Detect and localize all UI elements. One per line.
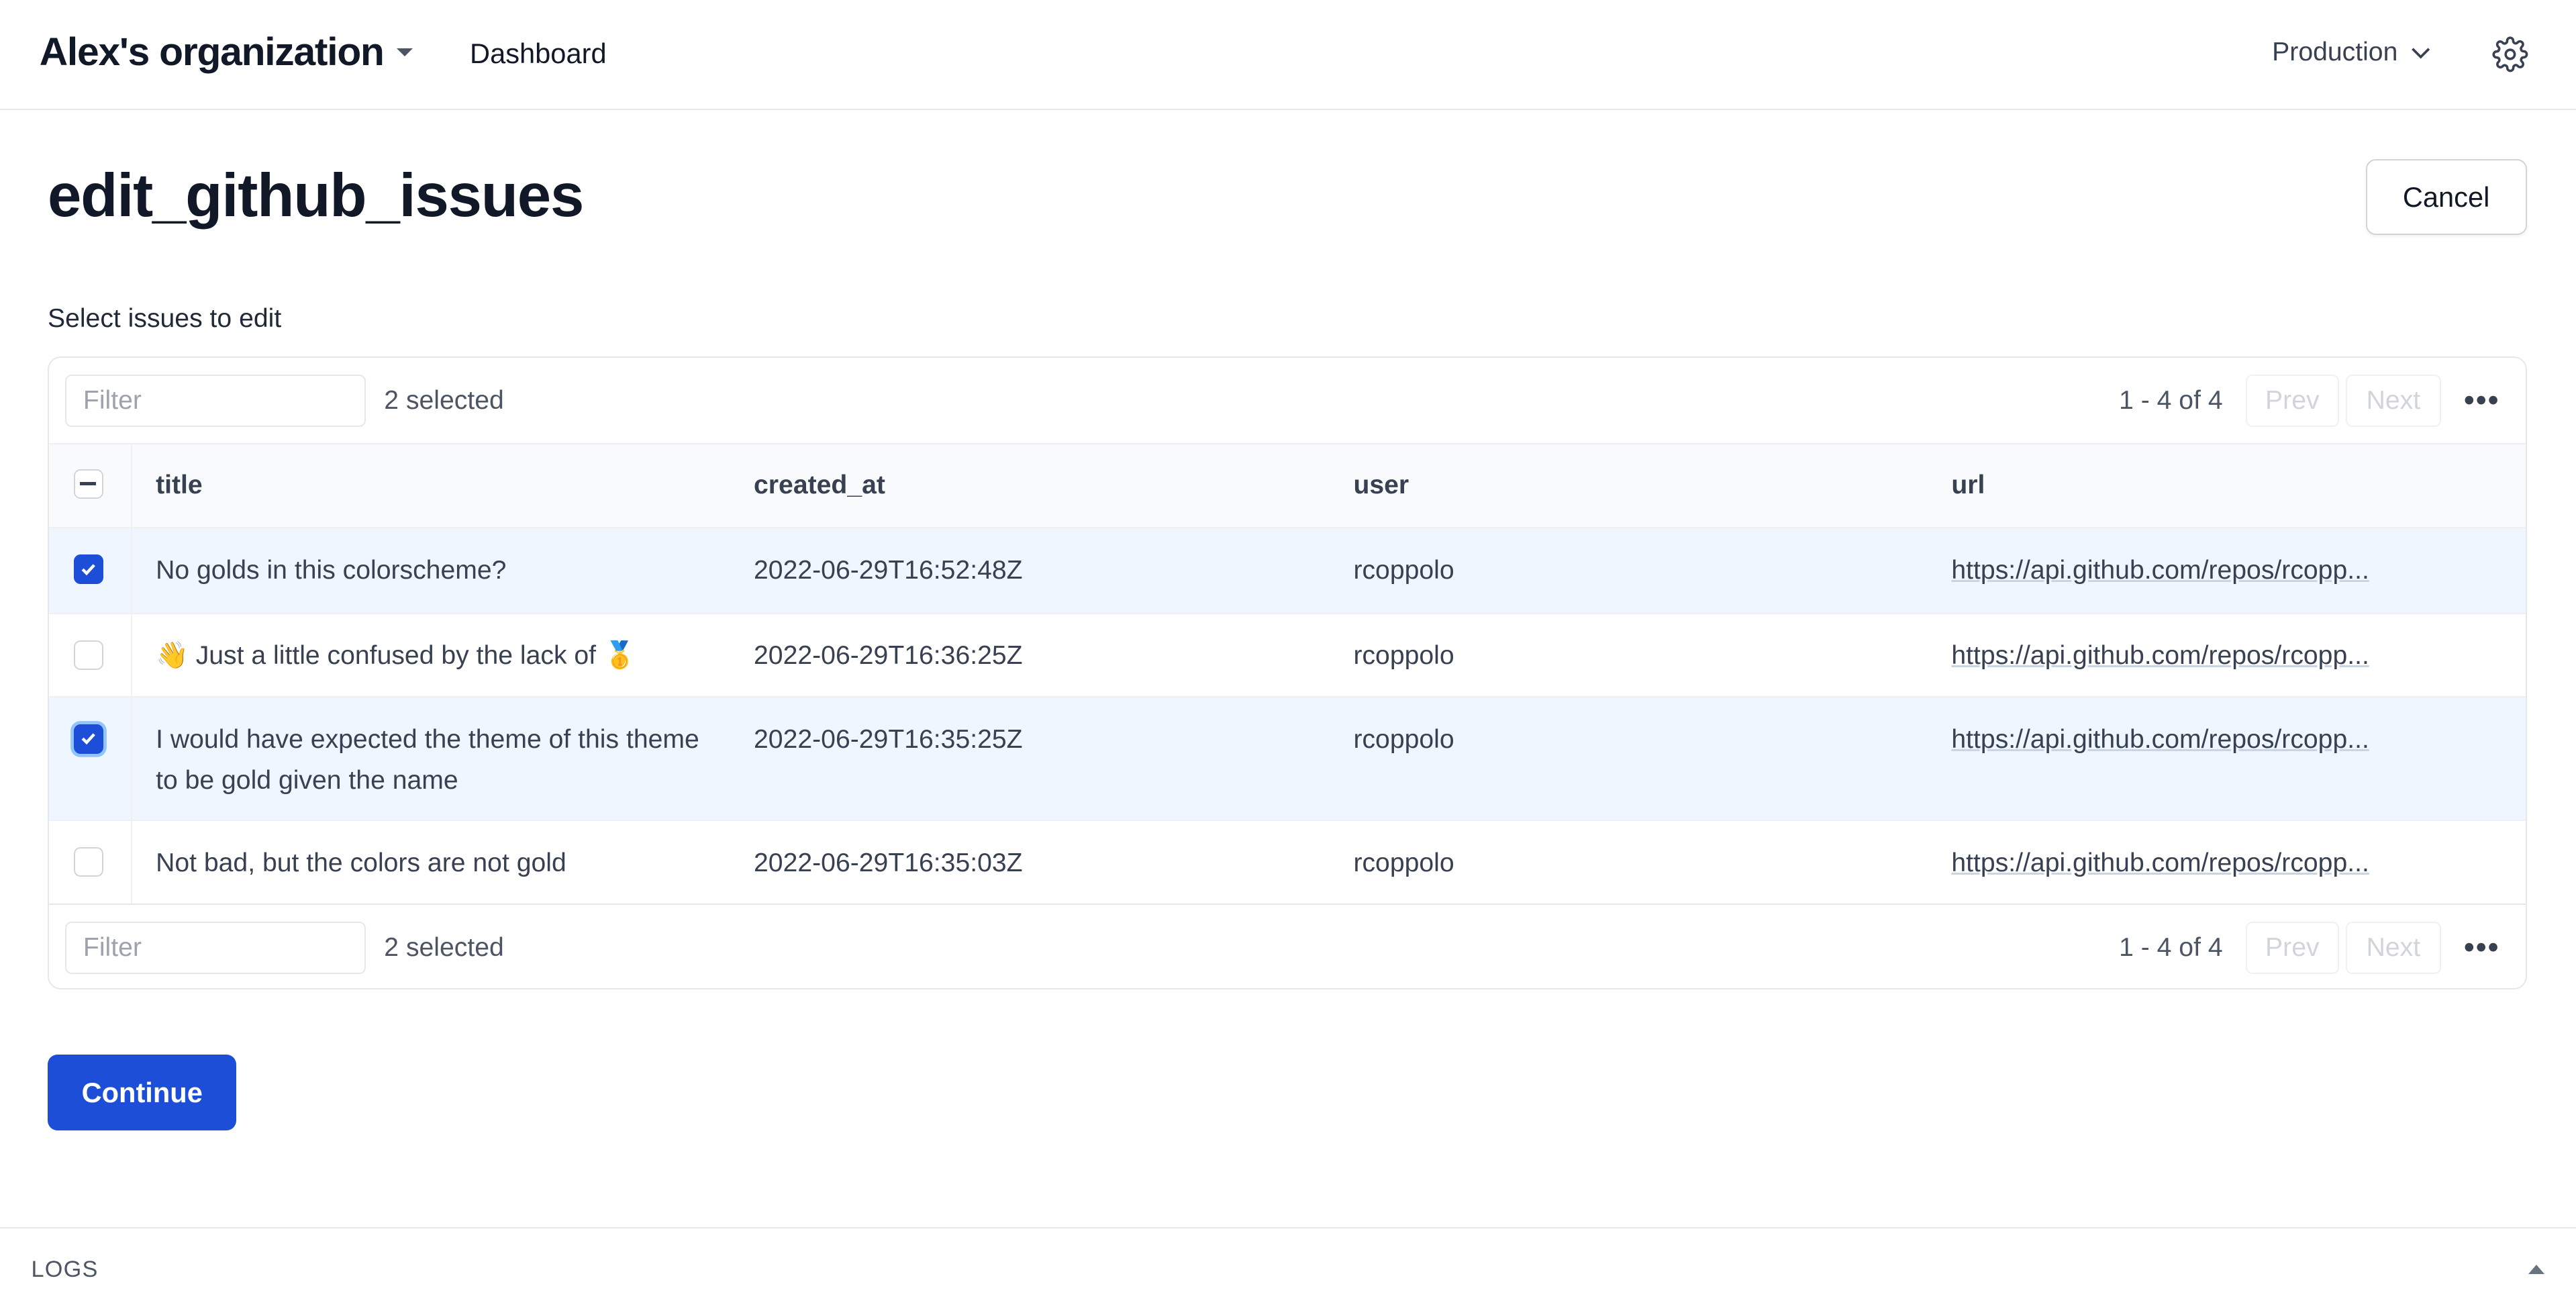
cell-url-link[interactable]: https://api.github.com/repos/rcopp...: [1951, 848, 2369, 877]
nav-dashboard[interactable]: Dashboard: [470, 38, 607, 70]
page-range: 1 - 4 of 4: [2119, 385, 2223, 415]
cell-title: I would have expected the theme of this …: [156, 725, 699, 795]
table-header-row: title created_at user url: [48, 443, 2526, 528]
top-bar: Alex's organization Dashboard Production: [0, 0, 2576, 110]
cell-title: Not bad, but the colors are not gold: [156, 848, 566, 877]
prev-button[interactable]: Prev: [2245, 921, 2340, 974]
table-row[interactable]: 👋 Just a little confused by the lack of …: [48, 612, 2526, 697]
continue-button[interactable]: Continue: [47, 1055, 237, 1131]
column-header-title[interactable]: title: [156, 470, 203, 499]
table-row[interactable]: I would have expected the theme of this …: [48, 696, 2526, 820]
cell-created-at: 2022-06-29T16:52:48Z: [754, 556, 1023, 585]
logs-label: LOGS: [31, 1257, 99, 1283]
column-header-created_at[interactable]: created_at: [754, 470, 885, 499]
cell-title: No golds in this colorscheme?: [156, 556, 507, 585]
cell-url-link[interactable]: https://api.github.com/repos/rcopp...: [1951, 725, 2369, 755]
logs-panel[interactable]: LOGS: [0, 1227, 2576, 1310]
row-checkbox[interactable]: [73, 724, 103, 754]
cell-created-at: 2022-06-29T16:36:25Z: [754, 641, 1023, 671]
page-range: 1 - 4 of 4: [2119, 932, 2223, 962]
selected-count: 2 selected: [384, 385, 504, 415]
selected-count: 2 selected: [384, 932, 504, 962]
cell-url-link[interactable]: https://api.github.com/repos/rcopp...: [1951, 641, 2369, 671]
page-title: edit_github_issues: [47, 161, 584, 230]
cell-title: 👋 Just a little confused by the lack of …: [156, 641, 636, 671]
table-label: Select issues to edit: [47, 303, 282, 333]
filter-placeholder: Filter: [83, 385, 142, 415]
prev-button[interactable]: Prev: [2245, 374, 2340, 427]
row-checkbox[interactable]: [73, 640, 103, 670]
caret-up-icon[interactable]: [2528, 1265, 2544, 1275]
environment-label: Production: [2272, 38, 2398, 67]
filter-placeholder: Filter: [83, 932, 142, 962]
more-options-icon[interactable]: •••: [2464, 931, 2500, 965]
cancel-button[interactable]: Cancel: [2365, 159, 2527, 236]
environment-select[interactable]: Production: [2272, 38, 2430, 67]
table-row[interactable]: Not bad, but the colors are not gold 202…: [48, 819, 2526, 904]
caret-down-icon: [397, 48, 413, 56]
filter-input[interactable]: Filter: [65, 374, 366, 427]
row-checkbox[interactable]: [73, 847, 103, 877]
table-row[interactable]: No golds in this colorscheme? 2022-06-29…: [48, 527, 2526, 613]
next-button[interactable]: Next: [2345, 921, 2441, 974]
cell-url-link[interactable]: https://api.github.com/repos/rcopp...: [1951, 556, 2369, 585]
org-name: Alex's organization: [39, 30, 385, 75]
gear-icon[interactable]: [2492, 36, 2528, 72]
bottom-toolbar: Filter 2 selected 1 - 4 of 4 Prev Next •…: [48, 905, 2526, 988]
chevron-down-icon: [2412, 47, 2430, 59]
filter-input[interactable]: Filter: [65, 921, 366, 974]
column-header-user[interactable]: user: [1353, 470, 1409, 499]
cell-created-at: 2022-06-29T16:35:03Z: [754, 848, 1023, 877]
more-options-icon[interactable]: •••: [2464, 384, 2500, 418]
row-checkbox[interactable]: [73, 554, 103, 585]
cell-user: rcoppolo: [1353, 641, 1454, 671]
next-button[interactable]: Next: [2345, 374, 2441, 427]
cell-user: rcoppolo: [1353, 848, 1454, 877]
cell-created-at: 2022-06-29T16:35:25Z: [754, 725, 1023, 755]
org-switcher[interactable]: Alex's organization: [40, 30, 413, 75]
column-header-url[interactable]: url: [1951, 470, 1985, 499]
top-toolbar: Filter 2 selected 1 - 4 of 4 Prev Next •…: [48, 358, 2526, 445]
issues-table: Filter 2 selected 1 - 4 of 4 Prev Next •…: [47, 356, 2527, 989]
select-all-checkbox[interactable]: [73, 469, 103, 499]
cell-user: rcoppolo: [1353, 725, 1454, 755]
cell-user: rcoppolo: [1353, 556, 1454, 585]
